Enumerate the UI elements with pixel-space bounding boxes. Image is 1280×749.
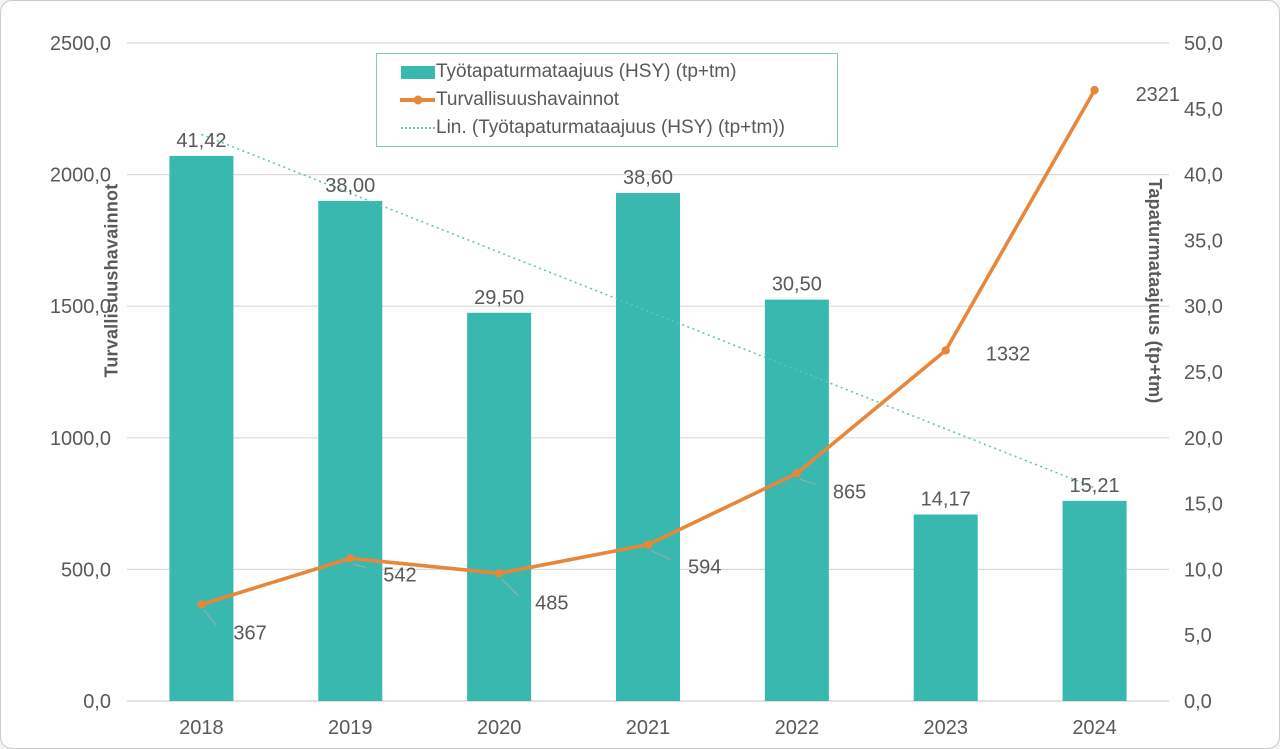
label-leader-line	[204, 610, 217, 626]
legend-item-trendline: Lin. (Työtapaturmataajuus (HSY) (tp+tm))	[400, 114, 827, 142]
bar-2022	[764, 299, 829, 701]
x-axis-label-2022: 2022	[775, 717, 820, 739]
observations-marker-2019	[346, 554, 355, 563]
bar-2023	[913, 514, 978, 701]
line-value-label-2024: 2321	[1136, 84, 1181, 106]
observations-marker-2021	[643, 540, 653, 549]
bar-value-label-2021: 38,60	[623, 167, 673, 189]
legend-label-trendline: Lin. (Työtapaturmataajuus (HSY) (tp+tm))	[436, 117, 785, 138]
trendline	[201, 133, 1095, 489]
x-axis-label-2024: 2024	[1072, 717, 1117, 739]
left-axis-title: Turvallisuushavainnot	[101, 183, 122, 378]
right-axis-title: Tapaturmataajuus (tp+tm)	[1145, 178, 1165, 404]
label-leader-line	[799, 478, 817, 485]
legend-label-bars: Työtapaturmataajuus (HSY) (tp+tm)	[436, 61, 737, 82]
bar-2018	[169, 155, 234, 702]
label-leader-line	[650, 550, 672, 561]
x-axis-label-2018: 2018	[179, 717, 224, 739]
bar-series-swatch-icon	[400, 65, 435, 79]
observations-marker-2023	[941, 346, 950, 355]
left-axis-tick-label: 0,0	[83, 691, 111, 713]
observations-marker-2022	[792, 469, 802, 478]
line-value-label-2019: 542	[383, 564, 416, 586]
right-axis-tick-label: 5,0	[1184, 625, 1212, 647]
bar-value-label-2024: 15,21	[1070, 475, 1120, 497]
bar-value-label-2023: 14,17	[921, 489, 971, 511]
right-axis-tick-label: 15,0	[1184, 494, 1223, 516]
label-leader-line	[501, 578, 519, 596]
right-axis-tick-label: 35,0	[1184, 230, 1223, 252]
line-value-label-2022: 865	[833, 481, 866, 503]
right-axis-tick-label: 30,0	[1184, 296, 1223, 318]
left-axis-tick-label: 2000,0	[50, 165, 111, 187]
left-axis-tick-label: 1000,0	[50, 428, 111, 450]
right-axis-tick-label: 20,0	[1184, 428, 1223, 450]
trendline-swatch-icon	[400, 127, 435, 129]
legend-label-line: Turvallisuushavainnot	[436, 89, 620, 110]
left-axis-tick-label: 1500,0	[50, 296, 111, 318]
legend-item-bars: Työtapaturmataajuus (HSY) (tp+tm)	[400, 58, 827, 86]
x-axis-label-2023: 2023	[923, 717, 968, 739]
bar-value-label-2022: 30,50	[772, 274, 822, 296]
right-axis-tick-label: 40,0	[1184, 165, 1223, 187]
bar-2019	[318, 200, 383, 702]
bar-value-label-2019: 38,00	[325, 175, 375, 197]
bar-2024	[1062, 500, 1127, 701]
observations-marker-2020	[494, 569, 504, 578]
right-axis-tick-label: 0,0	[1184, 691, 1212, 713]
x-axis-label-2021: 2021	[626, 717, 671, 739]
label-leader-line	[353, 563, 367, 568]
left-axis-tick-label: 500,0	[61, 559, 111, 581]
legend-item-line: Turvallisuushavainnot	[400, 86, 827, 114]
bar-2021	[616, 193, 680, 702]
line-value-label-2023: 1332	[986, 343, 1031, 365]
bar-value-label-2020: 29,50	[474, 287, 524, 309]
line-value-label-2018: 367	[233, 622, 266, 644]
x-axis-label-2019: 2019	[328, 717, 373, 739]
right-axis-tick-label: 50,0	[1184, 33, 1223, 55]
bar-value-label-2018: 41,42	[176, 130, 226, 152]
line-value-label-2021: 594	[688, 557, 721, 579]
observations-marker-2024	[1090, 85, 1099, 95]
observations-marker-2018	[197, 600, 206, 609]
x-axis-label-2020: 2020	[477, 717, 522, 739]
left-axis-tick-label: 2500,0	[50, 33, 111, 55]
right-axis-tick-label: 10,0	[1184, 559, 1223, 581]
bar-2020	[467, 312, 532, 701]
right-axis-tick-label: 45,0	[1184, 99, 1223, 121]
line-value-label-2020: 485	[535, 592, 568, 614]
legend: Työtapaturmataajuus (HSY) (tp+tm) Turval…	[376, 53, 838, 147]
right-axis-tick-label: 25,0	[1184, 362, 1223, 384]
line-series-swatch-icon	[400, 95, 435, 105]
